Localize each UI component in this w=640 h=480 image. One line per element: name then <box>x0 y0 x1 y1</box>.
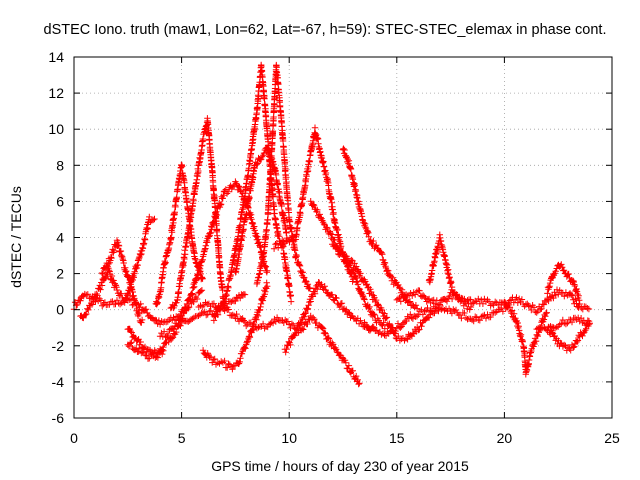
series-markers <box>124 325 167 361</box>
x-tick-label: 20 <box>497 430 513 446</box>
series-markers <box>156 178 271 341</box>
series-markers <box>253 61 314 292</box>
series-track <box>232 144 290 276</box>
series-markers <box>281 279 377 356</box>
series-track <box>77 213 158 322</box>
y-tick-label: 4 <box>56 230 64 246</box>
y-tick-label: 6 <box>56 193 64 209</box>
y-tick-label: 0 <box>56 302 64 318</box>
series-track <box>98 237 146 326</box>
series-track <box>167 115 228 312</box>
series-track <box>195 299 363 388</box>
series-markers <box>199 279 271 373</box>
x-axis-label: GPS time / hours of day 230 of year 2015 <box>211 458 469 474</box>
series-markers <box>195 299 363 388</box>
series-markers <box>210 61 295 324</box>
y-tick-label: 8 <box>56 157 64 173</box>
series-track <box>544 261 583 304</box>
series-markers <box>533 314 593 334</box>
x-tick-label: 0 <box>70 430 78 446</box>
series-track <box>281 279 377 356</box>
x-tick-label: 5 <box>178 430 186 446</box>
axis-ticks: 0 5 10 15 20 25 -6 -4 -2 0 2 4 6 8 10 12 14 <box>48 49 620 446</box>
y-tick-label: 14 <box>48 49 64 65</box>
x-tick-label: 10 <box>281 430 297 446</box>
chart-title: dSTEC Iono. truth (maw1, Lon=62, Lat=-67… <box>44 22 607 38</box>
y-tick-label: 10 <box>48 121 64 137</box>
series-track <box>329 241 442 344</box>
series-track <box>533 314 593 334</box>
series-track <box>156 178 271 341</box>
data-points <box>70 61 593 388</box>
series-markers <box>329 241 442 344</box>
series-markers <box>77 213 158 322</box>
series-markers <box>98 237 146 326</box>
series-track <box>124 325 167 361</box>
y-tick-label: 12 <box>48 85 64 101</box>
series-markers <box>425 231 475 313</box>
y-tick-label: -6 <box>52 410 65 426</box>
y-tick-label: 2 <box>56 266 64 282</box>
series-track <box>199 279 271 373</box>
y-tick-label: -4 <box>52 374 65 390</box>
x-tick-label: 15 <box>389 430 405 446</box>
series-markers <box>232 144 290 276</box>
x-tick-label: 25 <box>604 430 620 446</box>
y-tick-label: -2 <box>52 338 65 354</box>
series-track <box>210 61 295 324</box>
y-axis-label: dSTEC / TECUs <box>8 186 24 288</box>
series-markers <box>152 161 206 308</box>
series-track <box>152 161 206 308</box>
series-track <box>253 61 314 292</box>
series-markers <box>544 261 583 304</box>
series-track <box>425 231 475 313</box>
series-markers <box>167 115 228 312</box>
